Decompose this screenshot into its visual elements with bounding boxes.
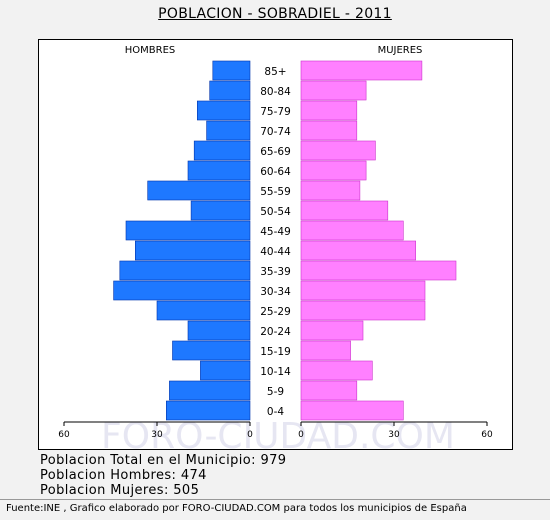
bar-hombres-30-34	[113, 280, 251, 301]
bar-hombres-85+	[212, 60, 251, 81]
bar-mujeres-5-9	[300, 380, 358, 401]
bar-hombres-55-59	[147, 180, 251, 201]
bar-mujeres-85+	[300, 60, 423, 81]
age-label-5-9: 5-9	[267, 386, 284, 398]
tick-label-left-30: 30	[151, 430, 163, 440]
age-label-30-34: 30-34	[260, 286, 291, 298]
bar-mujeres-60-64	[300, 160, 367, 181]
bar-hombres-80-84	[209, 80, 251, 101]
bar-mujeres-55-59	[300, 180, 361, 201]
tick-label-right-0: 0	[298, 430, 304, 440]
watermark-text: FORO-CIUDAD.COM	[101, 416, 455, 457]
chart-title: POBLACION - SOBRADIEL - 2011	[158, 6, 392, 22]
age-label-0-4: 0-4	[267, 406, 284, 418]
legend-hombres: HOMBRES	[125, 45, 176, 56]
info-total: Poblacion Total en el Municipio: 979	[40, 453, 287, 468]
age-label-10-14: 10-14	[260, 366, 291, 378]
info-mujeres: Poblacion Mujeres: 505	[40, 483, 200, 498]
age-label-35-39: 35-39	[260, 266, 291, 278]
bar-hombres-60-64	[187, 160, 251, 181]
bar-hombres-15-19	[172, 340, 251, 361]
age-label-70-74: 70-74	[260, 126, 291, 138]
age-label-20-24: 20-24	[260, 326, 291, 338]
population-pyramid: FORO-CIUDAD.COM HOMBRES MUJERES 85+ 80-84…	[58, 45, 493, 457]
age-label-15-19: 15-19	[260, 346, 291, 358]
tick-label-right-30: 30	[388, 430, 400, 440]
bar-hombres-25-29	[156, 300, 251, 321]
bar-hombres-5-9	[169, 380, 251, 401]
bar-mujeres-75-79	[300, 100, 358, 121]
bar-mujeres-10-14	[300, 360, 373, 381]
age-label-40-44: 40-44	[260, 246, 291, 258]
age-label-65-69: 65-69	[260, 146, 291, 158]
info-hombres: Poblacion Hombres: 474	[40, 468, 207, 483]
bar-mujeres-30-34	[300, 280, 426, 301]
age-label-60-64: 60-64	[260, 166, 291, 178]
bar-hombres-40-44	[135, 240, 251, 261]
bar-hombres-0-4	[166, 400, 251, 421]
bar-mujeres-0-4	[300, 400, 404, 421]
tick-label-right-60: 60	[481, 430, 493, 440]
bar-hombres-75-79	[197, 100, 251, 121]
age-label-75-79: 75-79	[260, 106, 291, 118]
bar-hombres-20-24	[187, 320, 251, 341]
bar-mujeres-80-84	[300, 80, 367, 101]
legend-mujeres: MUJERES	[378, 45, 423, 56]
source-note: Fuente:INE , Grafico elaborado por FORO-…	[6, 503, 467, 514]
age-label-55-59: 55-59	[260, 186, 291, 198]
tick-label-left-60: 60	[58, 430, 70, 440]
age-label-85+: 85+	[264, 66, 286, 78]
bar-hombres-10-14	[200, 360, 251, 381]
bar-mujeres-65-69	[300, 140, 376, 161]
bar-hombres-65-69	[193, 140, 251, 161]
bar-hombres-50-54	[190, 200, 251, 221]
bar-mujeres-70-74	[300, 120, 358, 141]
bar-mujeres-50-54	[300, 200, 389, 221]
bar-mujeres-40-44	[300, 240, 416, 261]
tick-label-left-0: 0	[247, 430, 253, 440]
bar-hombres-35-39	[119, 260, 251, 281]
bar-hombres-70-74	[206, 120, 251, 141]
age-label-50-54: 50-54	[260, 206, 291, 218]
bar-mujeres-35-39	[300, 260, 457, 281]
bar-hombres-45-49	[125, 220, 251, 241]
age-label-80-84: 80-84	[260, 86, 291, 98]
bar-mujeres-25-29	[300, 300, 426, 321]
bar-mujeres-15-19	[300, 340, 351, 361]
age-label-45-49: 45-49	[260, 226, 291, 238]
footer-divider	[0, 499, 550, 500]
age-label-25-29: 25-29	[260, 306, 291, 318]
bar-mujeres-45-49	[300, 220, 404, 241]
bar-mujeres-20-24	[300, 320, 364, 341]
chart-frame	[38, 39, 513, 450]
